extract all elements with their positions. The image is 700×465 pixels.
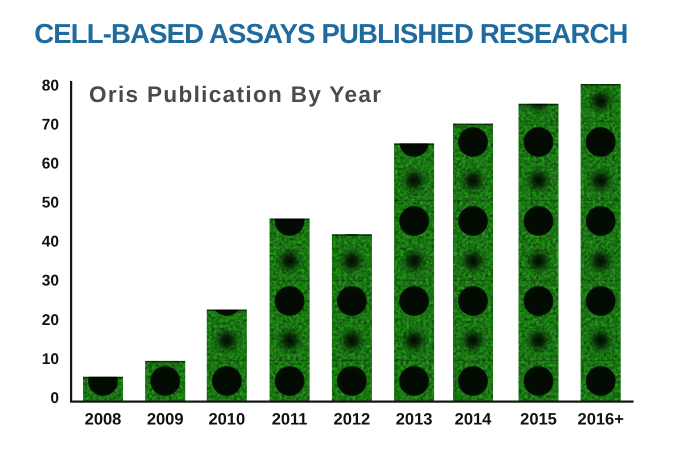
svg-text:2009: 2009 xyxy=(147,411,184,429)
svg-text:2011: 2011 xyxy=(272,411,308,429)
svg-text:0: 0 xyxy=(50,390,59,407)
svg-text:80: 80 xyxy=(42,78,59,95)
svg-text:CELL-BASED ASSAYS PUBLISHED RE: CELL-BASED ASSAYS PUBLISHED RESEARCH xyxy=(34,18,627,49)
svg-text:2010: 2010 xyxy=(208,411,245,429)
svg-text:2014: 2014 xyxy=(455,411,493,429)
svg-text:70: 70 xyxy=(42,117,59,134)
svg-text:Oris Publication By Year: Oris Publication By Year xyxy=(89,82,382,107)
svg-text:2016+: 2016+ xyxy=(578,411,624,429)
svg-text:2012: 2012 xyxy=(334,411,371,429)
svg-text:40: 40 xyxy=(42,234,59,251)
svg-text:50: 50 xyxy=(42,195,59,212)
svg-text:30: 30 xyxy=(42,273,59,290)
svg-text:2013: 2013 xyxy=(396,411,433,429)
svg-text:2008: 2008 xyxy=(85,411,122,429)
svg-text:60: 60 xyxy=(42,156,59,173)
svg-text:2015: 2015 xyxy=(520,411,557,429)
svg-text:20: 20 xyxy=(42,312,59,329)
svg-text:10: 10 xyxy=(42,351,59,368)
